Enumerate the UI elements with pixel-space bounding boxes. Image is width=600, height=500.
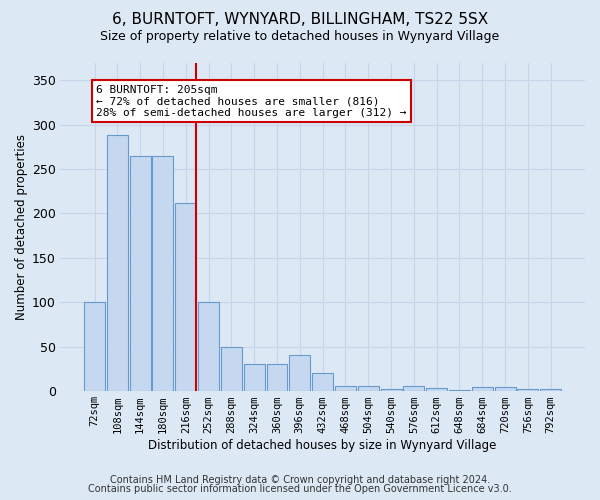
Bar	[198, 302, 219, 391]
Bar	[449, 390, 470, 391]
Bar	[221, 346, 242, 391]
Bar	[517, 389, 538, 391]
Bar	[266, 364, 287, 391]
Bar	[380, 389, 401, 391]
Bar	[130, 156, 151, 391]
Bar	[312, 373, 333, 391]
Bar	[494, 388, 515, 391]
Text: Contains HM Land Registry data © Crown copyright and database right 2024.: Contains HM Land Registry data © Crown c…	[110, 475, 490, 485]
X-axis label: Distribution of detached houses by size in Wynyard Village: Distribution of detached houses by size …	[148, 440, 497, 452]
Bar	[244, 364, 265, 391]
Bar	[472, 388, 493, 391]
Text: 6, BURNTOFT, WYNYARD, BILLINGHAM, TS22 5SX: 6, BURNTOFT, WYNYARD, BILLINGHAM, TS22 5…	[112, 12, 488, 28]
Bar	[540, 389, 561, 391]
Text: Size of property relative to detached houses in Wynyard Village: Size of property relative to detached ho…	[100, 30, 500, 43]
Bar	[426, 388, 447, 391]
Bar	[107, 136, 128, 391]
Text: Contains public sector information licensed under the Open Government Licence v3: Contains public sector information licen…	[88, 484, 512, 494]
Bar	[289, 356, 310, 391]
Text: 6 BURNTOFT: 205sqm
← 72% of detached houses are smaller (816)
28% of semi-detach: 6 BURNTOFT: 205sqm ← 72% of detached hou…	[97, 84, 407, 118]
Bar	[403, 386, 424, 391]
Bar	[335, 386, 356, 391]
Bar	[175, 202, 196, 391]
Bar	[358, 386, 379, 391]
Y-axis label: Number of detached properties: Number of detached properties	[15, 134, 28, 320]
Bar	[152, 156, 173, 391]
Bar	[84, 302, 105, 391]
